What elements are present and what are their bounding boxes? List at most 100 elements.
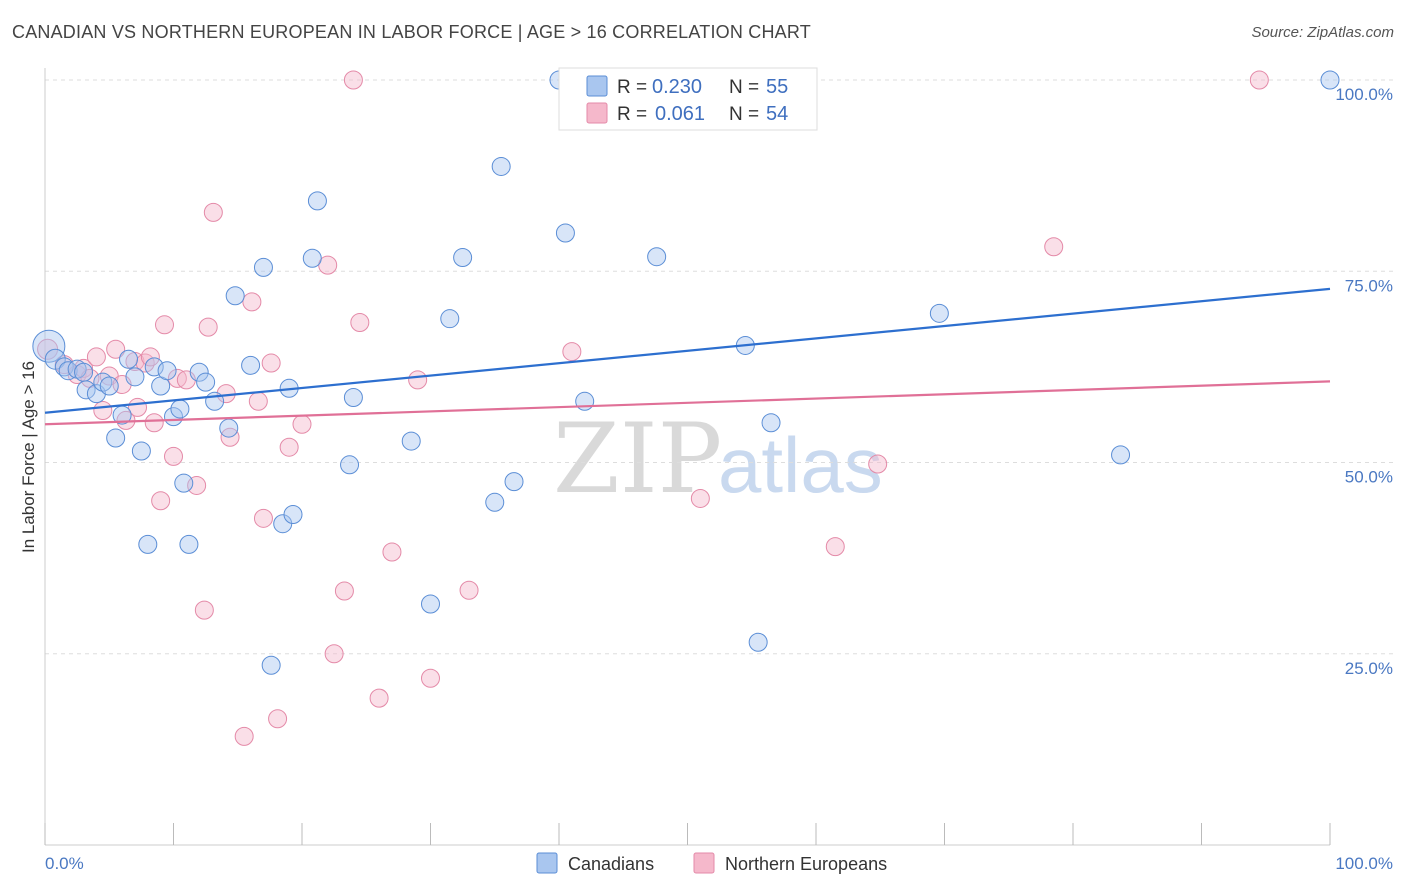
canadians-point [32, 329, 66, 363]
bottom-legend-swatch-canadians [536, 852, 558, 874]
canadians-point [261, 655, 281, 675]
northern-europeans-point [155, 315, 175, 335]
northern-europeans-point [268, 709, 288, 729]
legend-swatch-pink [586, 102, 608, 124]
canadians-point [241, 355, 261, 375]
canadians-point [453, 247, 473, 267]
canadians-point [170, 399, 190, 419]
northern-europeans-point [292, 414, 312, 434]
canadians-point [555, 223, 575, 243]
canadians-point [179, 534, 199, 554]
y-tick-labels: 25.0% 50.0% 75.0% 100.0% [1335, 85, 1393, 678]
northern-europeans-point [234, 726, 254, 746]
canadians-point [307, 191, 327, 211]
northern-europeans-point [324, 644, 344, 664]
canadians-point [119, 349, 139, 369]
canadians-point [138, 534, 158, 554]
northern-europeans-point [261, 353, 281, 373]
legend-n-value-pink: 54 [766, 103, 788, 125]
y-tick-label: 25.0% [1345, 659, 1393, 678]
northern-europeans-point [459, 580, 479, 600]
northern-europeans-point [242, 292, 262, 312]
northern-europeans-point [343, 70, 363, 90]
canadians-point [748, 632, 768, 652]
legend-n-label-pink: N = [729, 104, 759, 125]
bottom-legend-label-northern-europeans: Northern Europeans [725, 854, 887, 874]
series-legend: Canadians Northern Europeans [536, 852, 887, 874]
northern-europeans-point [350, 313, 370, 333]
canadians-point [1320, 70, 1340, 90]
watermark-atlas: atlas [718, 421, 883, 509]
northern-europeans-point [253, 508, 273, 528]
canadians-point [99, 376, 119, 396]
northern-europeans-point [825, 537, 845, 557]
northern-europeans-point [144, 413, 164, 433]
northern-europeans-point [421, 668, 440, 688]
canadians-point [253, 257, 273, 277]
northern-europeans-point [369, 688, 389, 708]
canadians-point [189, 362, 209, 382]
legend-n-value-blue: 55 [766, 76, 788, 98]
bottom-legend-label-canadians: Canadians [568, 854, 654, 874]
y-tick-label: 75.0% [1345, 276, 1393, 295]
canadians-point [106, 428, 126, 448]
northern-europeans-point [164, 446, 183, 466]
stats-legend: R = 0.230 N = 55 R = 0.061 N = 54 [558, 67, 818, 131]
legend-n-label-blue: N = [729, 77, 759, 98]
legend-r-label-pink: R = [617, 104, 647, 125]
northern-europeans-point [1249, 70, 1269, 90]
canadians-point [144, 357, 164, 377]
northern-europeans-point [1044, 237, 1064, 257]
chart-title: CANADIAN VS NORTHERN EUROPEAN IN LABOR F… [12, 22, 811, 42]
northern-europeans-point [198, 317, 218, 337]
canadians-point [196, 372, 216, 392]
canadians-point [440, 309, 460, 329]
northern-europeans-point [93, 400, 113, 420]
northern-europeans-point [203, 202, 223, 222]
northern-europeans-point [562, 342, 582, 362]
legend-r-value-blue: 0.230 [652, 76, 702, 98]
bottom-legend-swatch-northern-europeans [693, 852, 715, 874]
watermark-zip: ZIP [553, 403, 722, 515]
northern-europeans-point [248, 391, 268, 411]
northern-europeans-point [868, 454, 888, 474]
legend-r-value-pink: 0.061 [655, 103, 705, 125]
legend-swatch-blue [586, 75, 608, 97]
canadians-point [575, 391, 595, 411]
y-tick-label: 50.0% [1345, 468, 1393, 487]
canadians-point [174, 473, 194, 493]
canadians-point [157, 361, 177, 381]
canadians-point [340, 455, 360, 475]
northern-europeans-point [140, 347, 160, 367]
northern-europeans-point [86, 347, 106, 367]
series-canadians-points [32, 70, 1340, 675]
canadians-point [491, 156, 511, 176]
northern-europeans-point [408, 370, 428, 390]
canadians-point [283, 505, 303, 525]
northern-europeans-point [106, 339, 126, 359]
canadians-point [647, 247, 667, 267]
y-tick-label: 100.0% [1335, 85, 1393, 104]
northern-europeans-point [151, 491, 171, 511]
canadians-trend-line [44, 287, 1331, 414]
canadians-point [343, 387, 363, 407]
northern-europeans-point [382, 542, 402, 562]
x-tick-label-min: 0.0% [45, 854, 84, 873]
canadians-point [219, 418, 239, 438]
northern-europeans-point [279, 437, 299, 457]
canadians-point [401, 431, 421, 451]
canadians-point [125, 367, 145, 387]
northern-europeans-trend-line [44, 380, 1331, 426]
canadians-point [929, 303, 949, 323]
canadians-point [302, 248, 322, 268]
y-axis-label: In Labor Force | Age > 16 [19, 361, 38, 553]
canadians-point [1111, 445, 1131, 465]
canadians-point [761, 413, 781, 433]
canadians-point [225, 286, 245, 306]
x-ticks [44, 823, 1331, 845]
x-tick-label-max: 100.0% [1335, 854, 1393, 873]
canadians-point [421, 594, 440, 614]
legend-r-label-blue: R = [617, 77, 647, 98]
canadians-point [76, 380, 96, 400]
